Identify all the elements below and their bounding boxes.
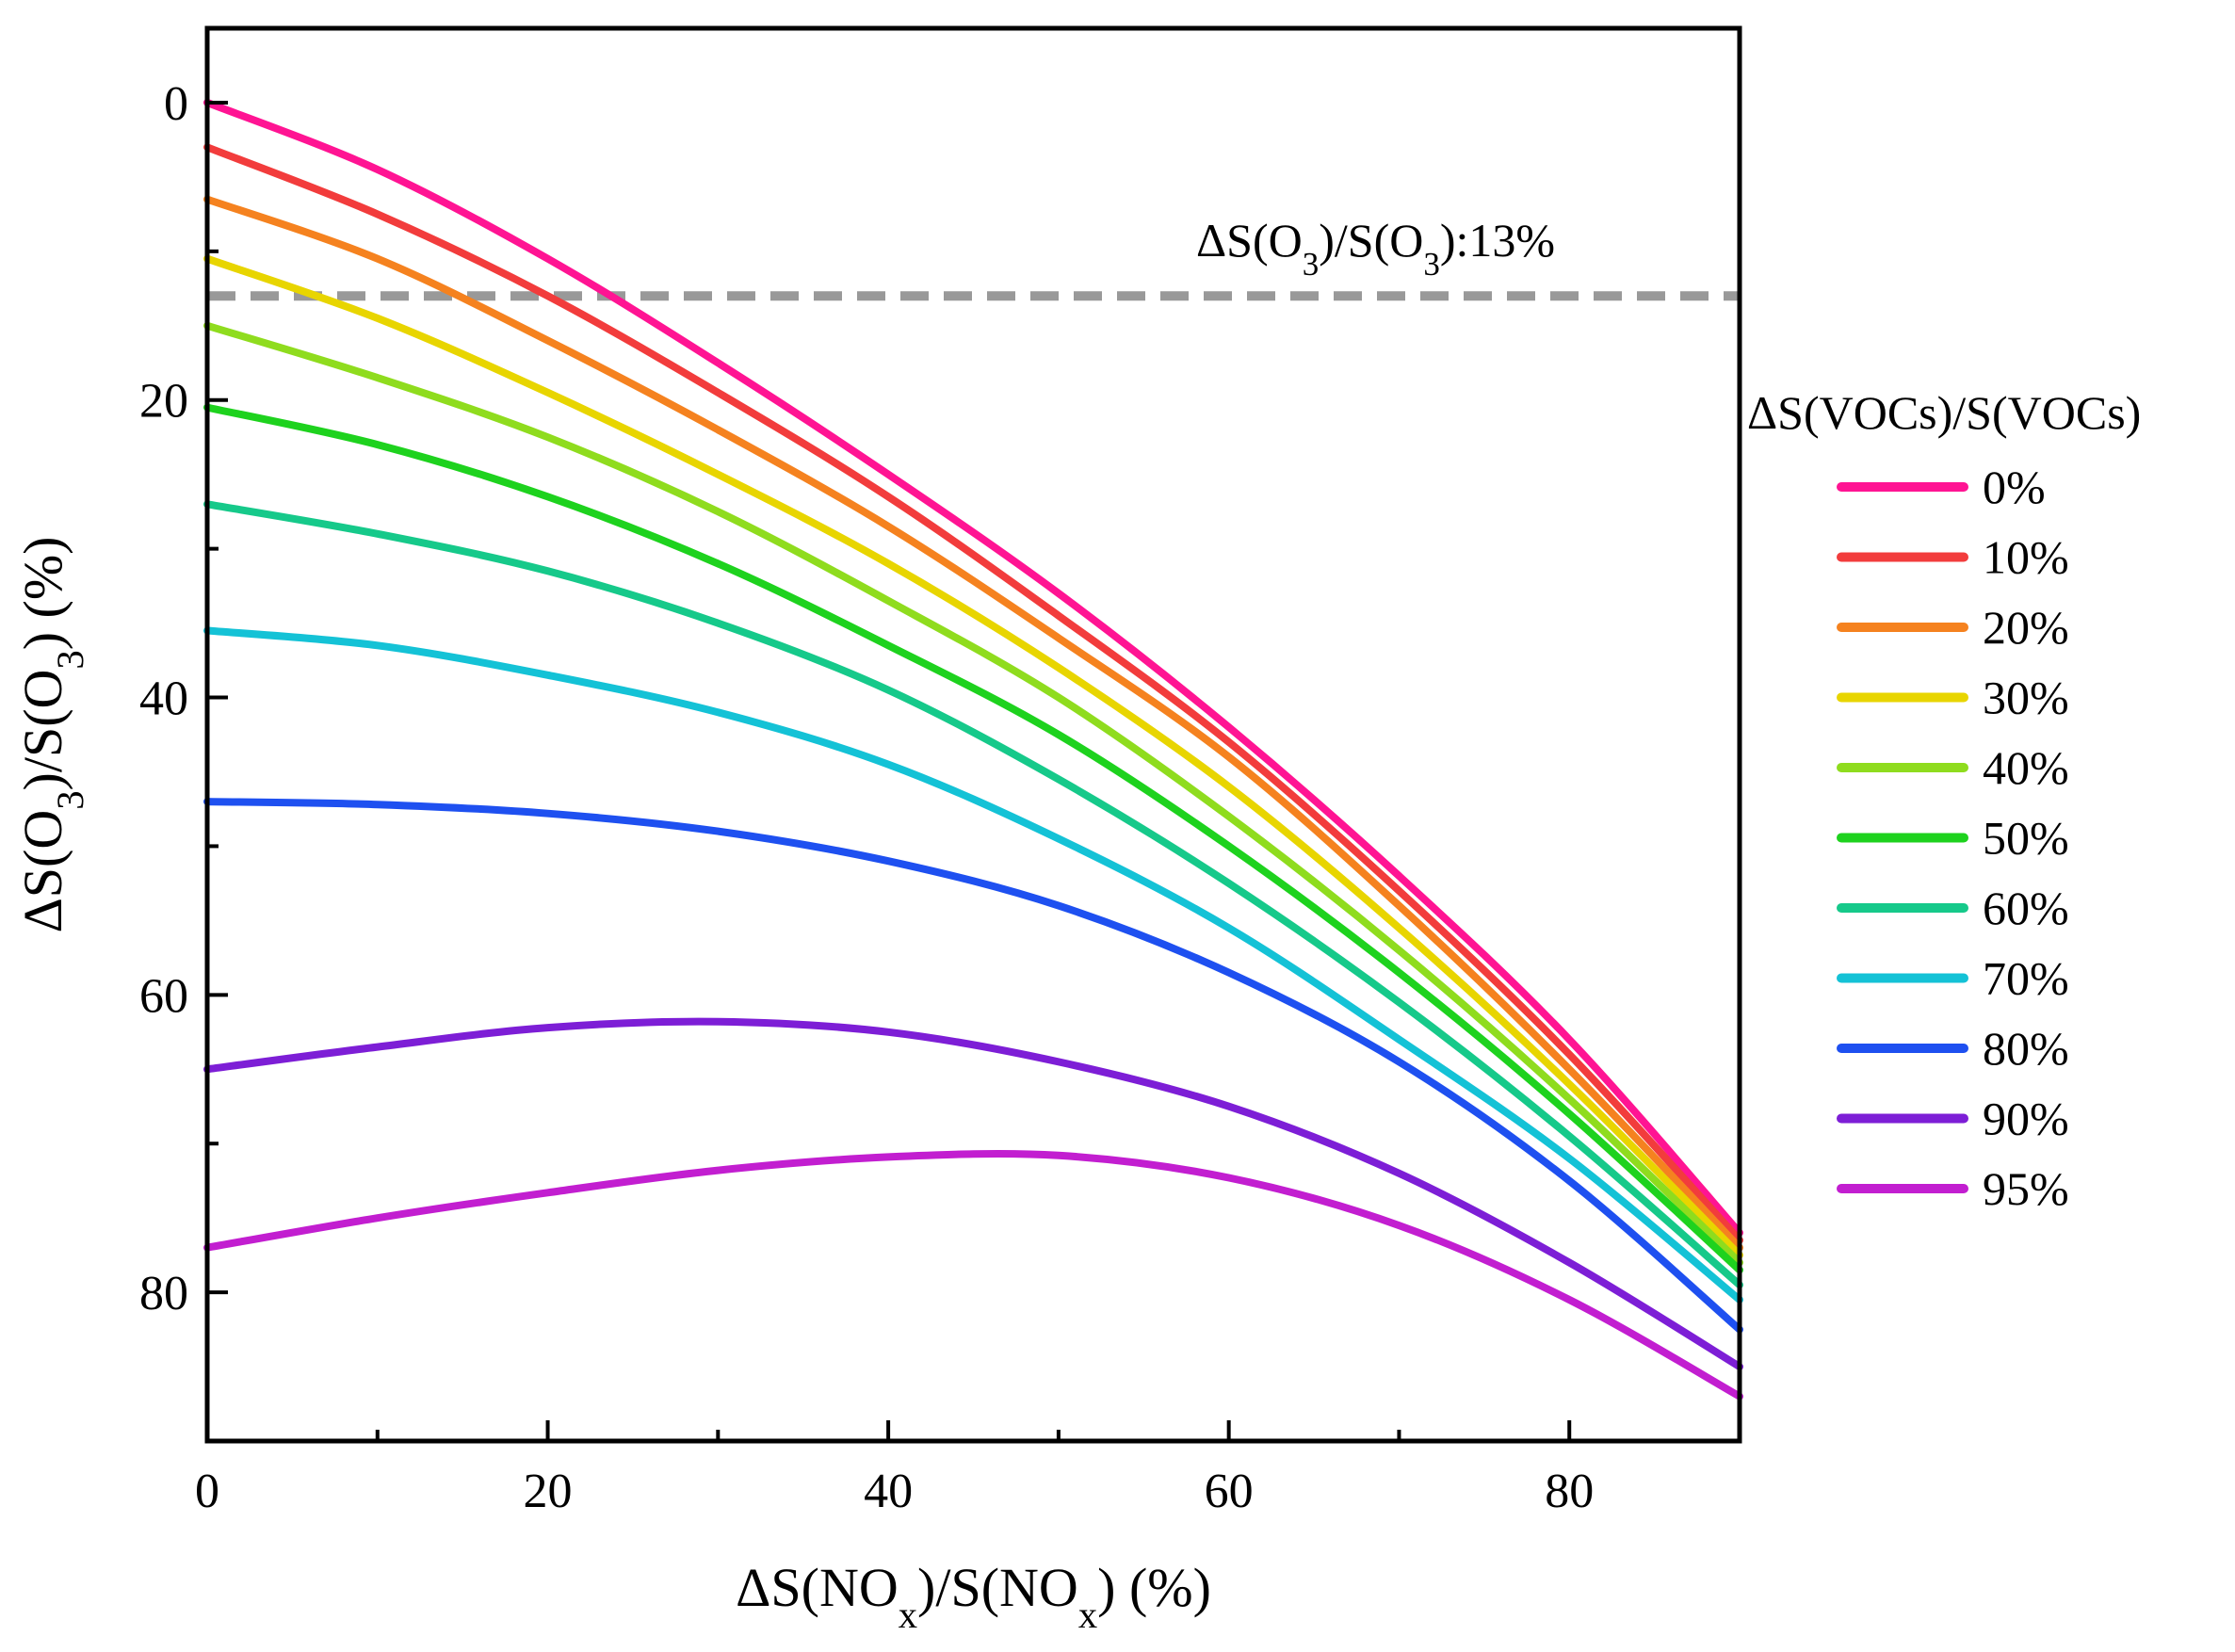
y-axis-title-mid: )/S(O [12, 670, 73, 791]
series-line-30pct [203, 254, 1743, 1259]
legend-label: 80% [1983, 1022, 2069, 1075]
x-tick-label: 40 [864, 1465, 913, 1518]
x-axis-title-post: ) (%) [1097, 1557, 1211, 1618]
series-line-20pct [203, 195, 1743, 1252]
x-axis-title-sub2: x [1078, 1594, 1097, 1636]
x-tick-label: 0 [195, 1465, 219, 1518]
y-axis-title-post: ) (%) [12, 536, 73, 650]
y-tick-label: 80 [139, 1267, 188, 1320]
legend-label: 20% [1983, 601, 2069, 654]
x-axis-title-mid: )/S(NO [917, 1557, 1078, 1618]
x-axis-title-sub1: x [899, 1594, 917, 1636]
legend-label: 60% [1983, 882, 2069, 934]
y-axis-title-pre: ΔS(O [12, 810, 73, 933]
reference-annotation-mid: )/S(O [1319, 214, 1423, 267]
legend-label: 95% [1983, 1162, 2069, 1215]
reference-annotation-sub2: 3 [1423, 246, 1440, 283]
legend-label: 70% [1983, 952, 2069, 1005]
legend-label: 0% [1983, 461, 2046, 513]
y-tick-label: 60 [139, 969, 188, 1023]
y-tick-label: 40 [139, 672, 188, 726]
series-line-50pct [203, 403, 1743, 1274]
series-line-60pct [203, 500, 1743, 1289]
y-tick-label: 0 [164, 77, 188, 131]
x-axis-title: ΔS(NOx)/S(NOx) (%) [736, 1557, 1211, 1636]
x-axis-title-pre: ΔS(NO [736, 1557, 899, 1618]
y-tick-label: 20 [139, 375, 188, 429]
series-line-95pct [203, 1150, 1743, 1401]
legend-label: 50% [1983, 812, 2069, 865]
x-tick-label: 20 [524, 1465, 573, 1518]
series-line-0pct [203, 98, 1743, 1237]
series-line-10pct [203, 143, 1743, 1244]
reference-layer: ΔS(O3)/S(O3):13% [207, 214, 1740, 301]
reference-annotation-pre: ΔS(O [1196, 214, 1303, 267]
reference-annotation: ΔS(O3)/S(O3):13% [1196, 214, 1555, 283]
x-tick-label: 60 [1205, 1465, 1254, 1518]
y-axis-title: ΔS(O3)/S(O3) (%) [12, 536, 91, 932]
series-line-80pct [203, 798, 1743, 1334]
series-line-90pct [203, 1017, 1743, 1371]
legend-label: 10% [1983, 531, 2069, 584]
y-axis-title-sub1: 3 [49, 790, 91, 809]
plot-frame [204, 25, 1742, 1444]
series-layer [203, 98, 1743, 1401]
y-axis-title-sub2: 3 [49, 650, 91, 669]
legend-label: 30% [1983, 672, 2069, 724]
legend: ΔS(VOCs)/S(VOCs) 0% 10% 20% 30% 40% 50% 60% 70% 8… [1747, 386, 2141, 1215]
legend-title: ΔS(VOCs)/S(VOCs) [1747, 386, 2141, 439]
series-line-70pct [203, 626, 1743, 1304]
series-line-40pct [203, 321, 1743, 1267]
reference-annotation-post: ):13% [1440, 214, 1555, 267]
legend-label: 40% [1983, 741, 2069, 794]
legend-label: 90% [1983, 1093, 2069, 1145]
x-tick-label: 80 [1545, 1465, 1594, 1518]
reference-annotation-sub1: 3 [1303, 246, 1320, 283]
